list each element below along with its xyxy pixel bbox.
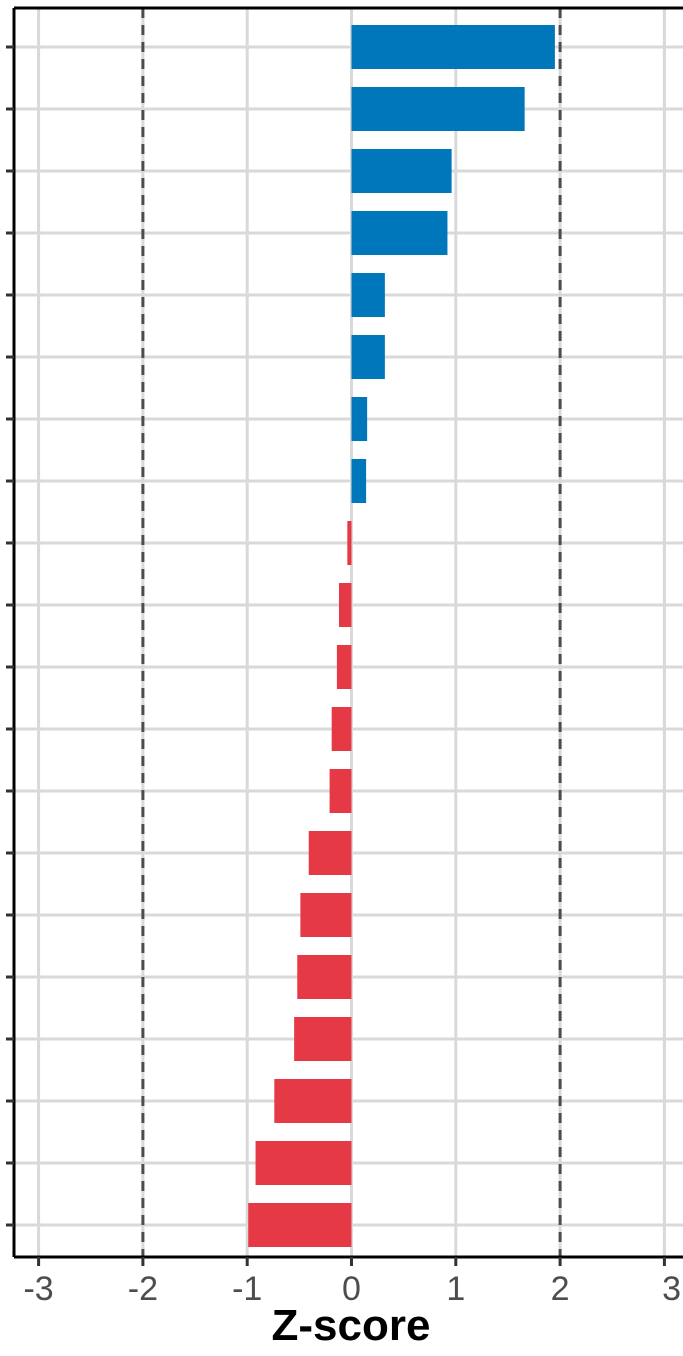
grid-lines: [14, 8, 683, 1257]
bar: [248, 1203, 352, 1247]
bar: [274, 1079, 352, 1123]
x-tick-label: 1: [446, 1270, 465, 1308]
bar: [338, 583, 352, 627]
x-tick-label: 3: [662, 1270, 681, 1308]
bar: [347, 521, 352, 565]
reference-lines: [141, 8, 562, 1257]
x-tick-label: -2: [128, 1270, 158, 1308]
bar: [351, 459, 367, 503]
bar: [351, 397, 368, 441]
bar: [329, 769, 352, 813]
bar: [351, 149, 452, 193]
bar: [351, 211, 448, 255]
x-tick-label: 2: [551, 1270, 570, 1308]
bar: [255, 1141, 352, 1185]
bar: [297, 955, 352, 999]
bar: [336, 645, 352, 689]
bar: [351, 25, 555, 69]
bars: [248, 25, 555, 1247]
bar: [351, 273, 385, 317]
bar: [300, 893, 352, 937]
bar: [351, 87, 525, 131]
bar: [331, 707, 352, 751]
x-tick-label: 0: [342, 1270, 361, 1308]
x-tick-labels: -3 -2 -1 0 1 2 3: [23, 1270, 681, 1308]
bar: [294, 1017, 352, 1061]
x-axis-title: Z-score: [272, 1301, 431, 1350]
axes: [6, 6, 683, 1266]
x-tick-label: -1: [232, 1270, 262, 1308]
bar: [351, 335, 385, 379]
bar: [308, 831, 352, 875]
x-tick-label: -3: [23, 1270, 53, 1308]
